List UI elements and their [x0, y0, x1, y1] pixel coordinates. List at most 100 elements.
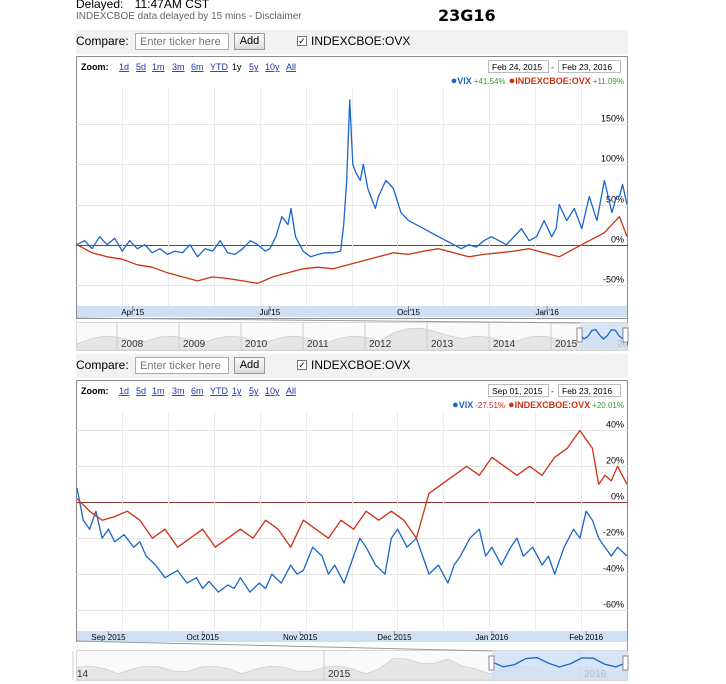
navigator-connector-left	[76, 317, 581, 324]
y-tick-label: -20%	[603, 528, 624, 538]
series-line-ovx	[76, 429, 628, 548]
zoom-option-1y[interactable]: 1y	[232, 62, 242, 72]
y-tick-label: -50%	[603, 275, 624, 285]
y-tick-label: 0%	[611, 235, 624, 245]
y-tick-label: -60%	[603, 600, 624, 610]
navigator-year-label: 2012	[369, 339, 392, 350]
navigator-year-label: 2015	[328, 669, 351, 680]
date-to[interactable]: Feb 23, 2016	[562, 386, 612, 396]
zoom-option-ytd[interactable]: YTD	[210, 62, 229, 72]
y-tick-label: 20%	[606, 456, 624, 466]
date-separator: -	[551, 386, 554, 396]
navigator-selection-line	[579, 328, 628, 340]
zoom-label: Zoom:	[81, 62, 109, 72]
zoom-option-10y[interactable]: 10y	[265, 62, 280, 72]
legend-dot-vix: ●	[451, 75, 458, 87]
navigator-year-label: 2015	[555, 339, 578, 350]
compare-bar-2: Compare: Add ✓ INDEXCBOE:OVX	[76, 354, 628, 378]
zoom-option-1d[interactable]: 1d	[119, 386, 129, 396]
y-tick-label: 150%	[601, 114, 624, 124]
legend: ●VIX -27.51% ●INDEXCBOE:OVX +20.01%	[452, 399, 624, 411]
y-tick-label: -40%	[603, 564, 624, 574]
zoom-option-10y[interactable]: 10y	[265, 386, 280, 396]
zoom-option-5y[interactable]: 5y	[249, 386, 259, 396]
legend-dot-vix: ●	[452, 399, 459, 411]
compare-ticker-input[interactable]	[135, 33, 229, 50]
ovx-checkbox[interactable]: ✓	[297, 36, 307, 46]
compare-label: Compare:	[76, 34, 129, 48]
zoom-label: Zoom:	[81, 386, 109, 396]
delayed-header: Delayed: 11:47AM CST	[76, 0, 209, 11]
navigator-year-label: 2014	[493, 339, 516, 350]
zoom-option-all[interactable]: All	[286, 386, 296, 396]
legend-change-vix: -27.51%	[475, 401, 505, 410]
navigator-selection[interactable]	[492, 651, 627, 680]
zoom-option-6m[interactable]: 6m	[191, 386, 204, 396]
ovx-checkbox[interactable]: ✓	[297, 360, 307, 370]
navigator-year-label: 2013	[431, 339, 454, 350]
add-button[interactable]: Add	[234, 357, 265, 374]
navigator-year-label: 14	[77, 669, 89, 680]
compare-label: Compare:	[76, 358, 129, 372]
zoom-option-5d[interactable]: 5d	[136, 62, 146, 72]
x-tick-label: Jul'15	[260, 308, 281, 317]
delayed-time: 11:47AM CST	[134, 0, 210, 11]
date-separator: -	[551, 62, 554, 72]
zoom-option-1m[interactable]: 1m	[152, 386, 165, 396]
zoom-option-1m[interactable]: 1m	[152, 62, 165, 72]
y-tick-label: 100%	[601, 154, 624, 164]
zoom-option-1y[interactable]: 1y	[232, 386, 242, 396]
zoom-option-3m[interactable]: 3m	[172, 386, 185, 396]
navigator-left-handle[interactable]	[576, 327, 583, 343]
handwritten-annotation: 23G16	[438, 6, 496, 25]
zoom-option-6m[interactable]: 6m	[191, 62, 204, 72]
navigator-left-handle[interactable]	[488, 655, 495, 671]
zoom-option-all[interactable]: All	[286, 62, 296, 72]
date-from-box[interactable]	[488, 384, 549, 397]
zoom-option-5y[interactable]: 5y	[249, 62, 259, 72]
x-tick-label: Nov 2015	[283, 633, 318, 642]
disclaimer-text[interactable]: INDEXCBOE data delayed by 15 mins - Disc…	[76, 11, 302, 22]
date-to-box[interactable]	[558, 384, 621, 397]
zoom-option-5d[interactable]: 5d	[136, 386, 146, 396]
legend-name-ovx: INDEXCBOE:OVX	[515, 400, 591, 410]
x-tick-label: Jan 2016	[475, 633, 508, 642]
chart-1: Zoom: 1d 5d 1m 3m 6m YTD 1y 5y 10y All Feb 24, 2015…	[76, 56, 629, 351]
navigator-right-handle[interactable]	[622, 327, 629, 343]
navigator-year-label: 2010	[245, 339, 268, 350]
navigator-year-label: 2008	[121, 339, 144, 350]
date-to-box[interactable]	[558, 60, 621, 73]
compare-bar-1: Compare: Add ✓ INDEXCBOE:OVX	[76, 30, 628, 54]
x-axis-band	[77, 306, 627, 317]
date-to[interactable]: Feb 23, 2016	[562, 62, 612, 72]
legend-change-ovx: +11.09%	[593, 77, 624, 86]
y-tick-label: 40%	[606, 420, 624, 430]
series-line-vix	[76, 99, 628, 258]
zoom-option-3m[interactable]: 3m	[172, 62, 185, 72]
compare-ticker-input[interactable]	[135, 357, 229, 374]
ovx-symbol-label: INDEXCBOE:OVX	[311, 34, 411, 48]
date-from[interactable]: Sep 01, 2015	[492, 386, 543, 396]
x-tick-label: Oct'15	[397, 308, 420, 317]
delayed-label: Delayed:	[76, 0, 124, 11]
zoom-option-ytd[interactable]: YTD	[210, 386, 229, 396]
date-from-box[interactable]	[488, 60, 549, 73]
legend-name-vix: VIX	[457, 76, 472, 86]
chart-2: Zoom: 1d 5d 1m 3m 6m YTD 1y 5y 10y All Sep 01, 2015…	[72, 380, 629, 681]
navigator-right-handle[interactable]	[622, 655, 629, 671]
x-tick-label: Oct 2015	[186, 633, 219, 642]
series-line-vix	[76, 487, 628, 593]
legend-dot-ovx: ●	[509, 75, 516, 87]
x-tick-label: Apr'15	[121, 308, 144, 317]
legend-name-vix: VIX	[459, 400, 474, 410]
add-button[interactable]: Add	[234, 33, 265, 50]
x-tick-label: Dec 2015	[377, 633, 412, 642]
navigator-year-label: 2009	[183, 339, 206, 350]
date-from[interactable]: Feb 24, 2015	[492, 62, 542, 72]
x-tick-label: Sep 2015	[91, 633, 126, 642]
legend-dot-ovx: ●	[508, 399, 515, 411]
zoom-option-1d[interactable]: 1d	[119, 62, 129, 72]
x-tick-label: Jan'16	[535, 308, 559, 317]
legend: ●VIX +41.54% ●INDEXCBOE:OVX +11.09%	[451, 75, 624, 87]
